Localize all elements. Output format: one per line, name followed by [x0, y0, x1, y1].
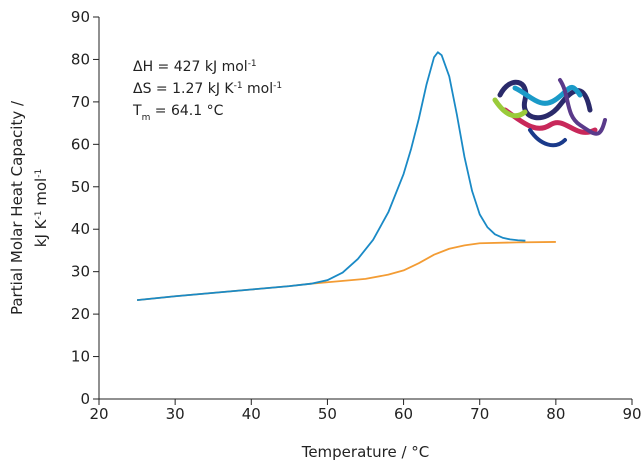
y-axis-label: kJ K-1 mol-1 — [32, 169, 50, 247]
x-tick-label: 50 — [318, 405, 337, 423]
annotation-part: m — [142, 113, 151, 123]
protein-illustration — [492, 78, 607, 148]
annotation-part: -1 — [248, 59, 257, 69]
y-tick-label: 0 — [80, 390, 90, 408]
x-tick-label: 80 — [546, 405, 565, 423]
y-tick-label: 60 — [71, 135, 90, 153]
x-axis-label: Temperature / °C — [301, 443, 430, 461]
y-tick-label: 70 — [71, 93, 90, 111]
annotation-part: ΔH = 427 kJ mol — [133, 59, 248, 75]
annotation: Tm = 64.1 °C — [132, 103, 224, 123]
y-tick-label: 40 — [71, 220, 90, 238]
y-axis-label-part: kJ K — [32, 218, 50, 247]
y-axis-label-part: Partial Molar Heat Capacity / — [8, 100, 26, 315]
x-tick-label: 60 — [394, 405, 413, 423]
y-tick-label: 10 — [71, 348, 90, 366]
y-axis-label: Partial Molar Heat Capacity / — [8, 100, 26, 315]
annotation-part: mol — [243, 81, 274, 97]
x-tick-label: 40 — [242, 405, 261, 423]
y-axis-label-part: mol — [32, 178, 50, 211]
y-tick-label: 30 — [71, 263, 90, 281]
annotation: ΔS = 1.27 kJ K-1 mol-1 — [133, 81, 282, 97]
annotation-part: -1 — [234, 81, 243, 91]
data-line — [136, 241, 556, 301]
annotation-part: = 64.1 °C — [150, 103, 223, 119]
annotation-part: ΔS = 1.27 kJ K — [133, 81, 234, 97]
y-tick-label: 20 — [71, 305, 90, 323]
annotation: ΔH = 427 kJ mol-1 — [133, 59, 257, 75]
y-axis-label-part: -1 — [34, 169, 44, 178]
x-tick-label: 20 — [89, 405, 108, 423]
y-tick-label: 80 — [71, 50, 90, 68]
x-tick-label: 70 — [470, 405, 489, 423]
x-tick-label: 90 — [622, 405, 641, 423]
data-line — [136, 51, 526, 301]
y-axis-label-part: -1 — [34, 211, 44, 220]
y-tick-label: 50 — [71, 178, 90, 196]
x-tick-label: 30 — [166, 405, 185, 423]
annotation-part: -1 — [273, 81, 282, 91]
y-tick-label: 90 — [71, 8, 90, 26]
annotation-part: T — [132, 103, 142, 119]
